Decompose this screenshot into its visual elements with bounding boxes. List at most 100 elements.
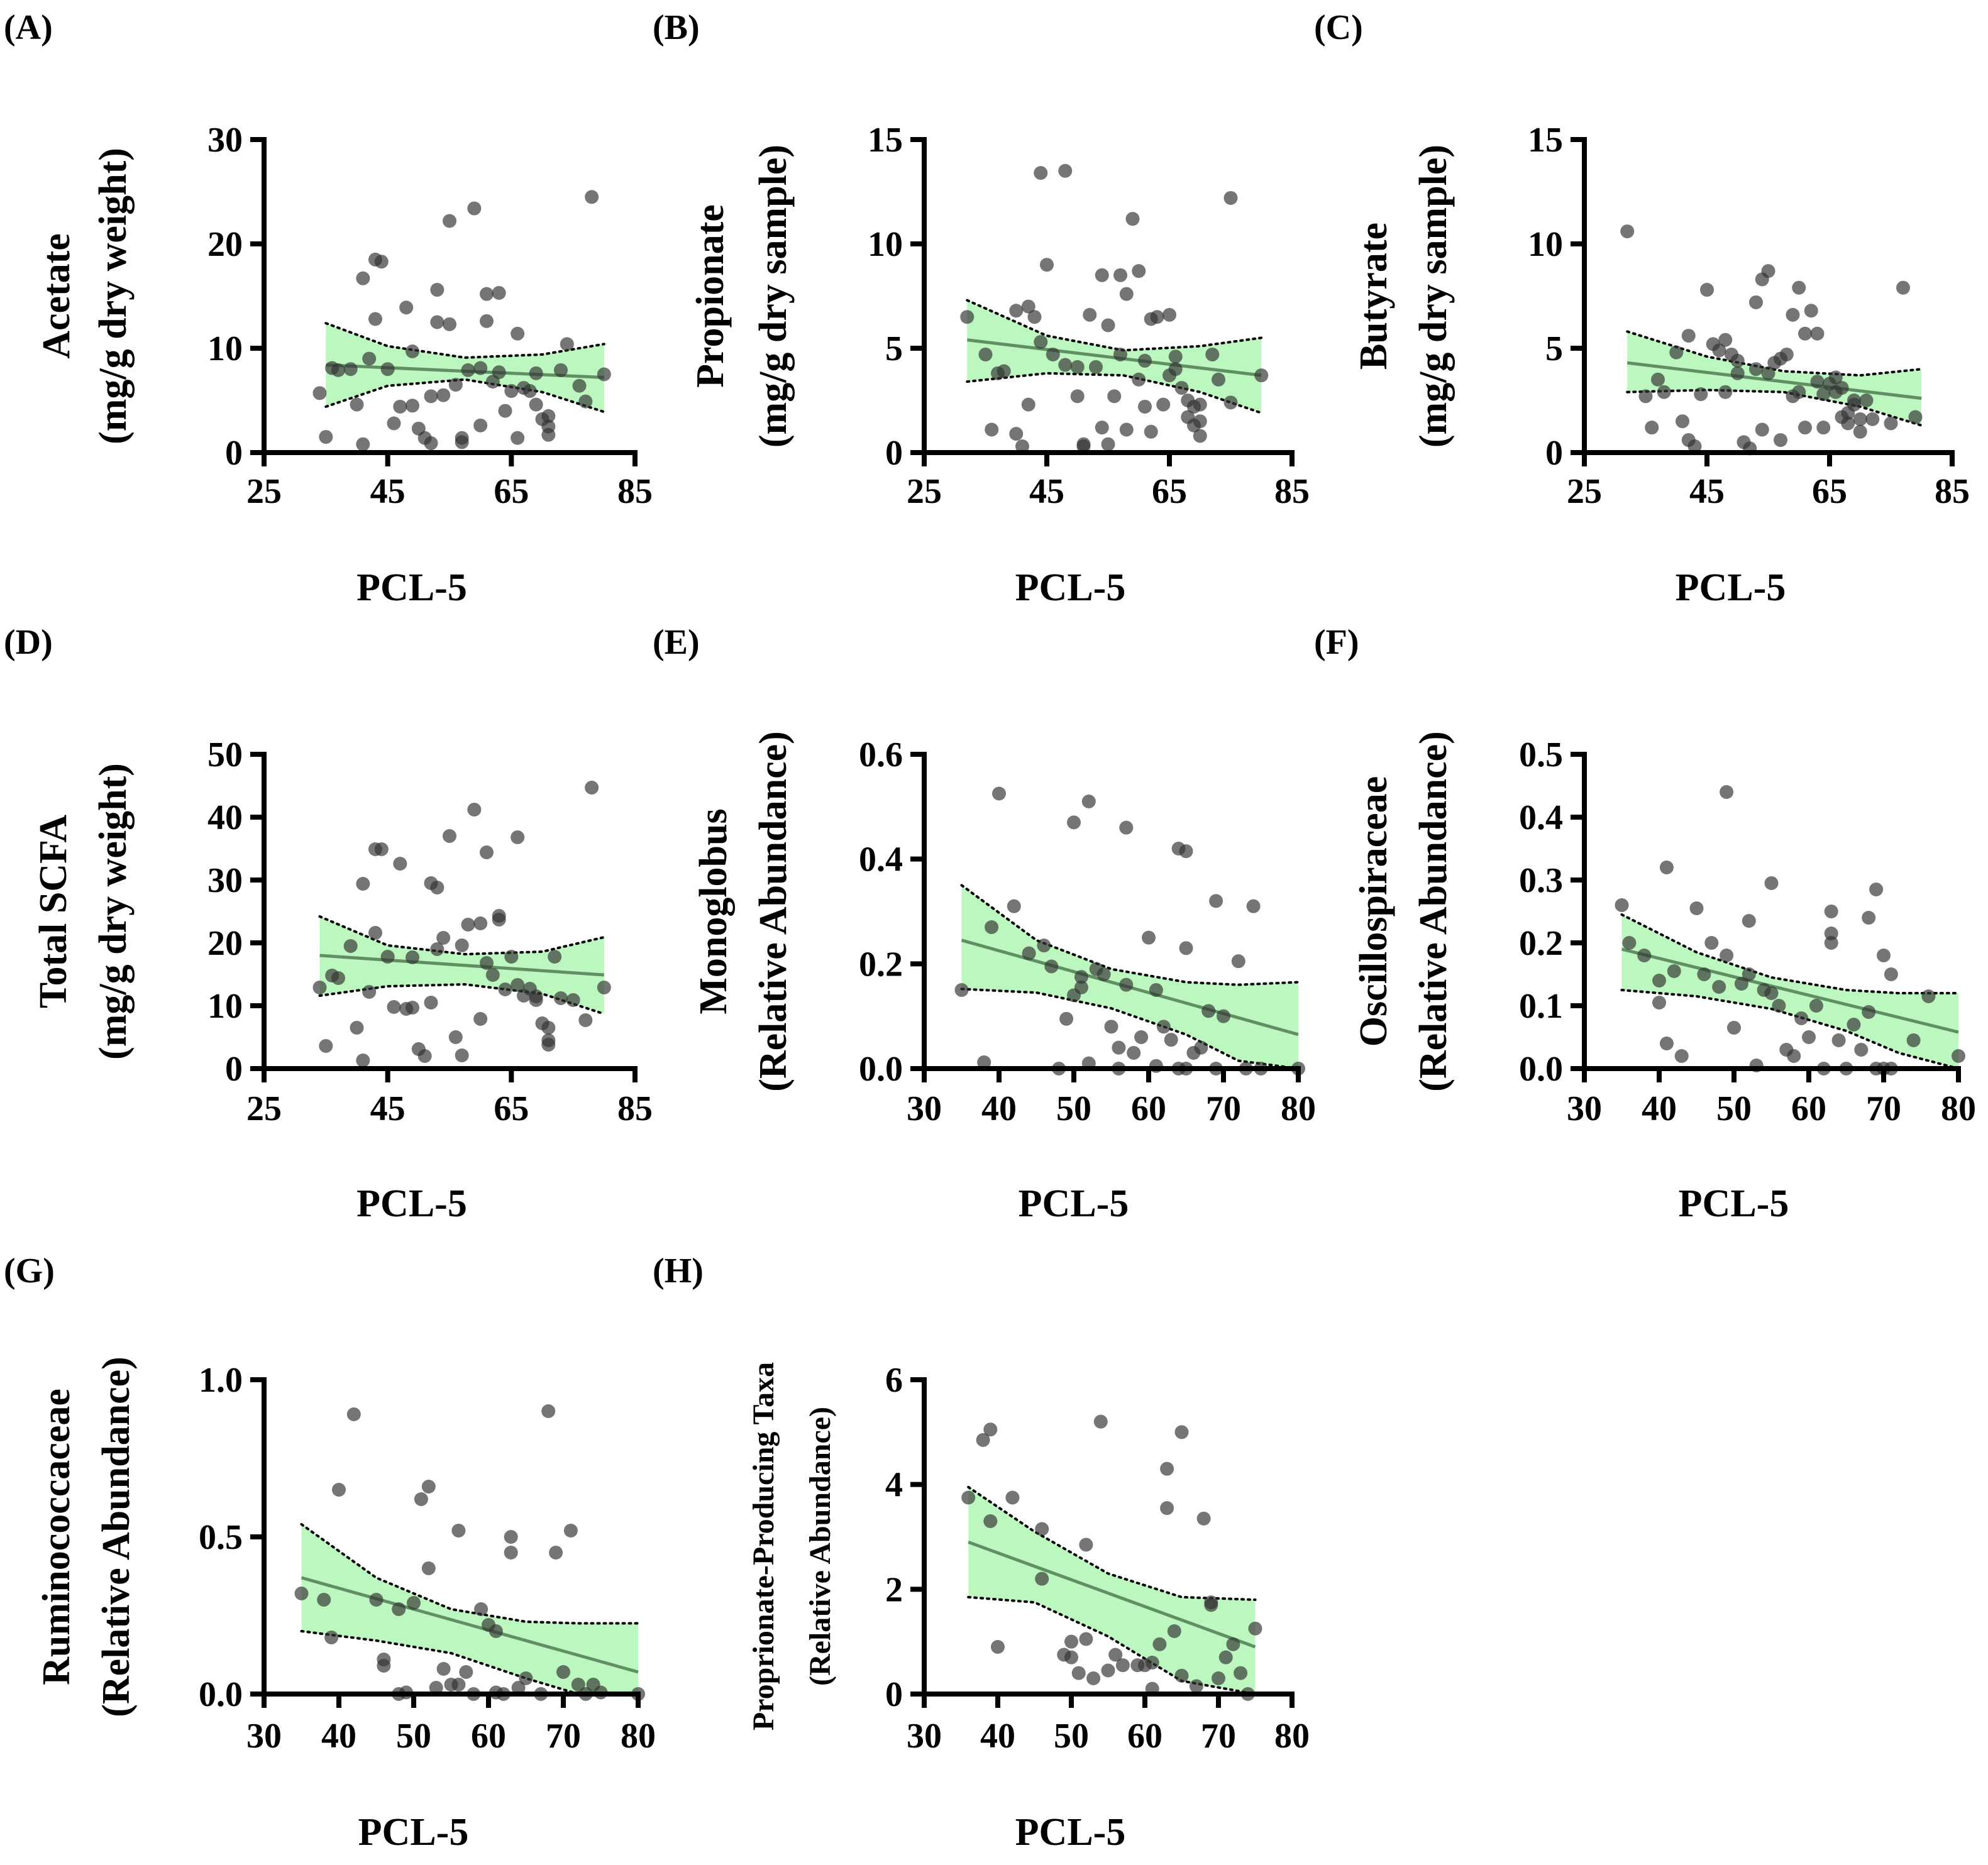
- y-tick-label: 15: [868, 121, 903, 160]
- ci-upper-line: [1620, 913, 1960, 994]
- y-tick-label: 0.6: [859, 735, 903, 774]
- data-point: [1132, 372, 1146, 387]
- panel-b: 0 5 10 15 25 45 65 85 PCL-5 Propionate (mg/g dry s…: [653, 8, 1310, 609]
- x-axis-title: PCL-5: [1679, 1182, 1789, 1225]
- y-axis-title-line-1: Ruminococcaceae: [35, 1389, 78, 1685]
- data-point: [492, 365, 506, 380]
- y-axis-title-line-2: (Relative Abundance): [95, 1356, 138, 1717]
- data-point: [343, 362, 358, 377]
- data-point: [1657, 385, 1671, 399]
- x-tick-label: 60: [1131, 1089, 1166, 1128]
- x-tick-label: 65: [494, 1089, 529, 1128]
- data-point: [317, 1593, 331, 1607]
- y-tick-label: 0: [225, 434, 243, 473]
- data-point: [1205, 347, 1220, 361]
- data-point: [1869, 883, 1884, 896]
- data-point: [978, 347, 993, 361]
- data-point: [1231, 954, 1245, 969]
- data-point: [356, 1054, 370, 1067]
- regression-line: [301, 1576, 639, 1674]
- data-point: [407, 1596, 421, 1610]
- data-point: [387, 1000, 401, 1014]
- y-tick-label: 0.5: [1519, 735, 1563, 774]
- y-axis-title-line-1: Acetate: [35, 233, 78, 359]
- x-tick-label: 40: [981, 1089, 1017, 1128]
- x-tick-label: 80: [621, 1717, 656, 1756]
- data-point: [417, 1049, 432, 1063]
- data-point: [976, 1433, 990, 1447]
- data-point: [1160, 1501, 1174, 1516]
- data-point: [480, 287, 494, 301]
- data-point: [529, 366, 543, 380]
- x-tick-label: 30: [1567, 1089, 1602, 1128]
- y-tick-label: 2: [885, 1570, 903, 1609]
- x-tick-label: 30: [246, 1717, 282, 1756]
- data-point: [1223, 395, 1238, 410]
- data-point: [1749, 362, 1763, 377]
- data-point: [1841, 416, 1855, 431]
- data-point: [1044, 959, 1059, 974]
- data-point: [1119, 422, 1134, 437]
- y-tick-label: 10: [207, 329, 243, 368]
- data-point: [1037, 938, 1051, 953]
- data-point: [1113, 268, 1127, 282]
- data-point: [1877, 949, 1891, 962]
- data-point: [1034, 166, 1048, 180]
- y-tick-label: 0.4: [1519, 798, 1563, 837]
- ci-upper-line: [960, 884, 1300, 986]
- data-point: [467, 201, 482, 216]
- data-point: [473, 418, 488, 432]
- data-point: [1669, 345, 1684, 360]
- panel-label: (B): [653, 8, 700, 47]
- data-point: [331, 971, 345, 985]
- data-point: [1862, 1005, 1876, 1019]
- data-point: [1083, 307, 1097, 322]
- data-point: [362, 985, 377, 999]
- x-tick-label: 50: [396, 1717, 431, 1756]
- data-point: [1096, 967, 1111, 981]
- y-tick-label: 0.4: [859, 840, 903, 879]
- data-point: [459, 1665, 473, 1679]
- panel-label: (F): [1314, 623, 1359, 662]
- x-tick-label: 50: [1716, 1089, 1752, 1128]
- data-point: [1734, 977, 1748, 991]
- data-point: [319, 430, 333, 444]
- data-point: [1101, 437, 1115, 451]
- data-point: [374, 842, 389, 856]
- data-point: [1027, 310, 1042, 324]
- data-point: [1859, 393, 1874, 407]
- data-point: [461, 918, 475, 932]
- y-tick-label: 0: [885, 1675, 903, 1714]
- data-point: [356, 437, 370, 451]
- data-point: [1112, 1040, 1126, 1055]
- y-axis-title-line-2: (mg/g dry sample): [1412, 145, 1455, 448]
- regression-line: [1626, 361, 1922, 400]
- data-point: [1720, 949, 1734, 962]
- data-point: [1179, 844, 1193, 859]
- data-point: [436, 1662, 451, 1676]
- data-point: [578, 394, 593, 409]
- data-point: [1022, 946, 1036, 960]
- data-point: [1854, 1043, 1869, 1057]
- data-point: [1089, 360, 1103, 374]
- x-tick-label: 70: [1206, 1089, 1241, 1128]
- x-tick-label: 65: [1812, 472, 1847, 511]
- data-point: [504, 384, 519, 399]
- data-point: [393, 857, 407, 871]
- data-point: [1809, 999, 1823, 1013]
- y-axis-title-line-2: (mg/g dry weight): [92, 148, 135, 444]
- panel-label: (D): [4, 623, 53, 662]
- data-point: [1824, 936, 1838, 950]
- x-tick-label: 45: [1689, 472, 1725, 511]
- data-point: [1067, 815, 1081, 830]
- data-point: [1005, 1490, 1020, 1505]
- y-tick-label: 0.2: [859, 945, 903, 984]
- data-point: [1704, 936, 1719, 950]
- data-point: [1193, 397, 1207, 412]
- data-point: [467, 803, 482, 817]
- data-point: [954, 983, 969, 997]
- data-point: [380, 362, 395, 377]
- data-point: [1798, 326, 1812, 341]
- data-point: [1865, 412, 1880, 426]
